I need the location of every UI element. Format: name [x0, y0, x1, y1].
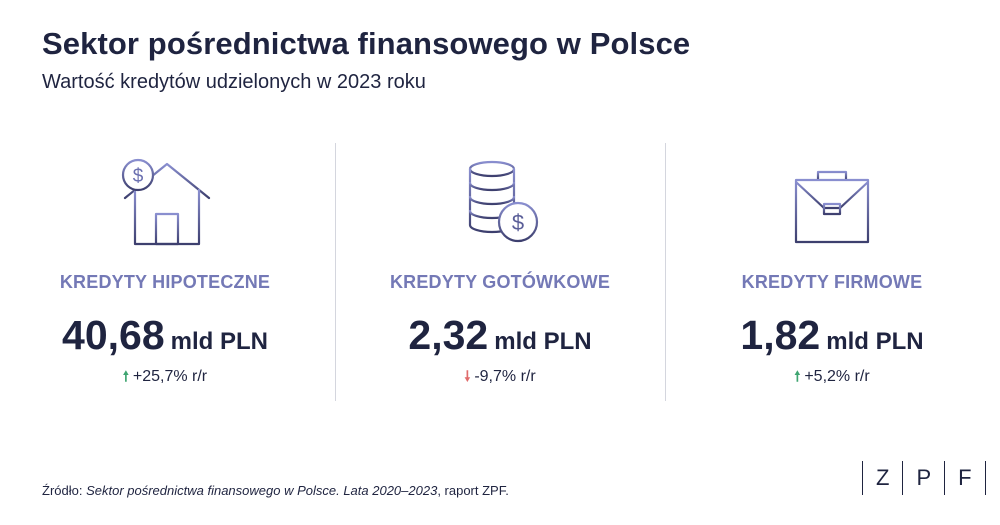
source-prefix: Źródło:: [42, 483, 87, 498]
page-title: Sektor pośrednictwa finansowego w Polsce: [42, 26, 691, 61]
divider: [335, 143, 336, 401]
change-value: +5,2% r/r: [804, 368, 870, 385]
card-business-loans: KREDYTY FIRMOWE 1,82 mld PLN 🠕 +5,2% r/r: [667, 150, 997, 405]
card-category: KREDYTY FIRMOWE: [741, 272, 923, 292]
coins-dollar-icon: $: [468, 160, 539, 243]
value-number: 1,82: [740, 312, 821, 358]
svg-text:$: $: [512, 210, 524, 235]
change-indicator: 🠕 +25,7% r/r: [0, 366, 330, 390]
logo-letter: P: [916, 465, 932, 490]
card-mortgage-loans: $ KREDYTY HIPOTECZNE 40,68 mld PLN 🠕 +25,7…: [0, 150, 330, 405]
card-category: KREDYTY GOTÓWKOWE: [389, 272, 611, 292]
value-number: 40,68: [62, 312, 165, 358]
divider: [665, 143, 666, 401]
card-category: KREDYTY HIPOTECZNE: [59, 272, 271, 292]
svg-text:$: $: [133, 166, 144, 187]
card-value: 40,68 mld PLN: [0, 312, 330, 359]
change-indicator: 🠕 +5,2% r/r: [667, 366, 997, 390]
change-value: +25,7% r/r: [132, 368, 208, 385]
source-title: Sektor pośrednictwa finansowego w Polsce…: [86, 483, 438, 498]
change-value: -9,7% r/r: [474, 368, 536, 385]
logo-letter: Z: [876, 465, 890, 490]
logo-letter: F: [958, 465, 972, 490]
source-suffix: , raport ZPF.: [437, 483, 509, 498]
arrow-down-icon: 🠗: [464, 368, 471, 384]
source-note: Źródło: Sektor pośrednictwa finansowego …: [42, 483, 509, 498]
card-value: 2,32 mld PLN: [335, 312, 665, 359]
value-number: 2,32: [408, 312, 489, 358]
card-value: 1,82 mld PLN: [667, 312, 997, 359]
page-subtitle: Wartość kredytów udzielonych w 2023 roku: [42, 71, 426, 93]
value-unit: mld PLN: [826, 328, 924, 355]
arrow-up-icon: 🠕: [794, 368, 801, 384]
briefcase-icon: [794, 170, 870, 244]
arrow-up-icon: 🠕: [122, 368, 129, 384]
value-unit: mld PLN: [170, 328, 268, 355]
house-dollar-icon: $: [121, 158, 211, 246]
change-indicator: 🠗 -9,7% r/r: [335, 366, 665, 390]
zpf-logo: Z P F: [862, 458, 986, 498]
card-cash-loans: $ KREDYTY GOTÓWKOWE 2,32 mld PLN 🠗 -9,7% r…: [335, 150, 665, 405]
value-unit: mld PLN: [494, 328, 592, 355]
